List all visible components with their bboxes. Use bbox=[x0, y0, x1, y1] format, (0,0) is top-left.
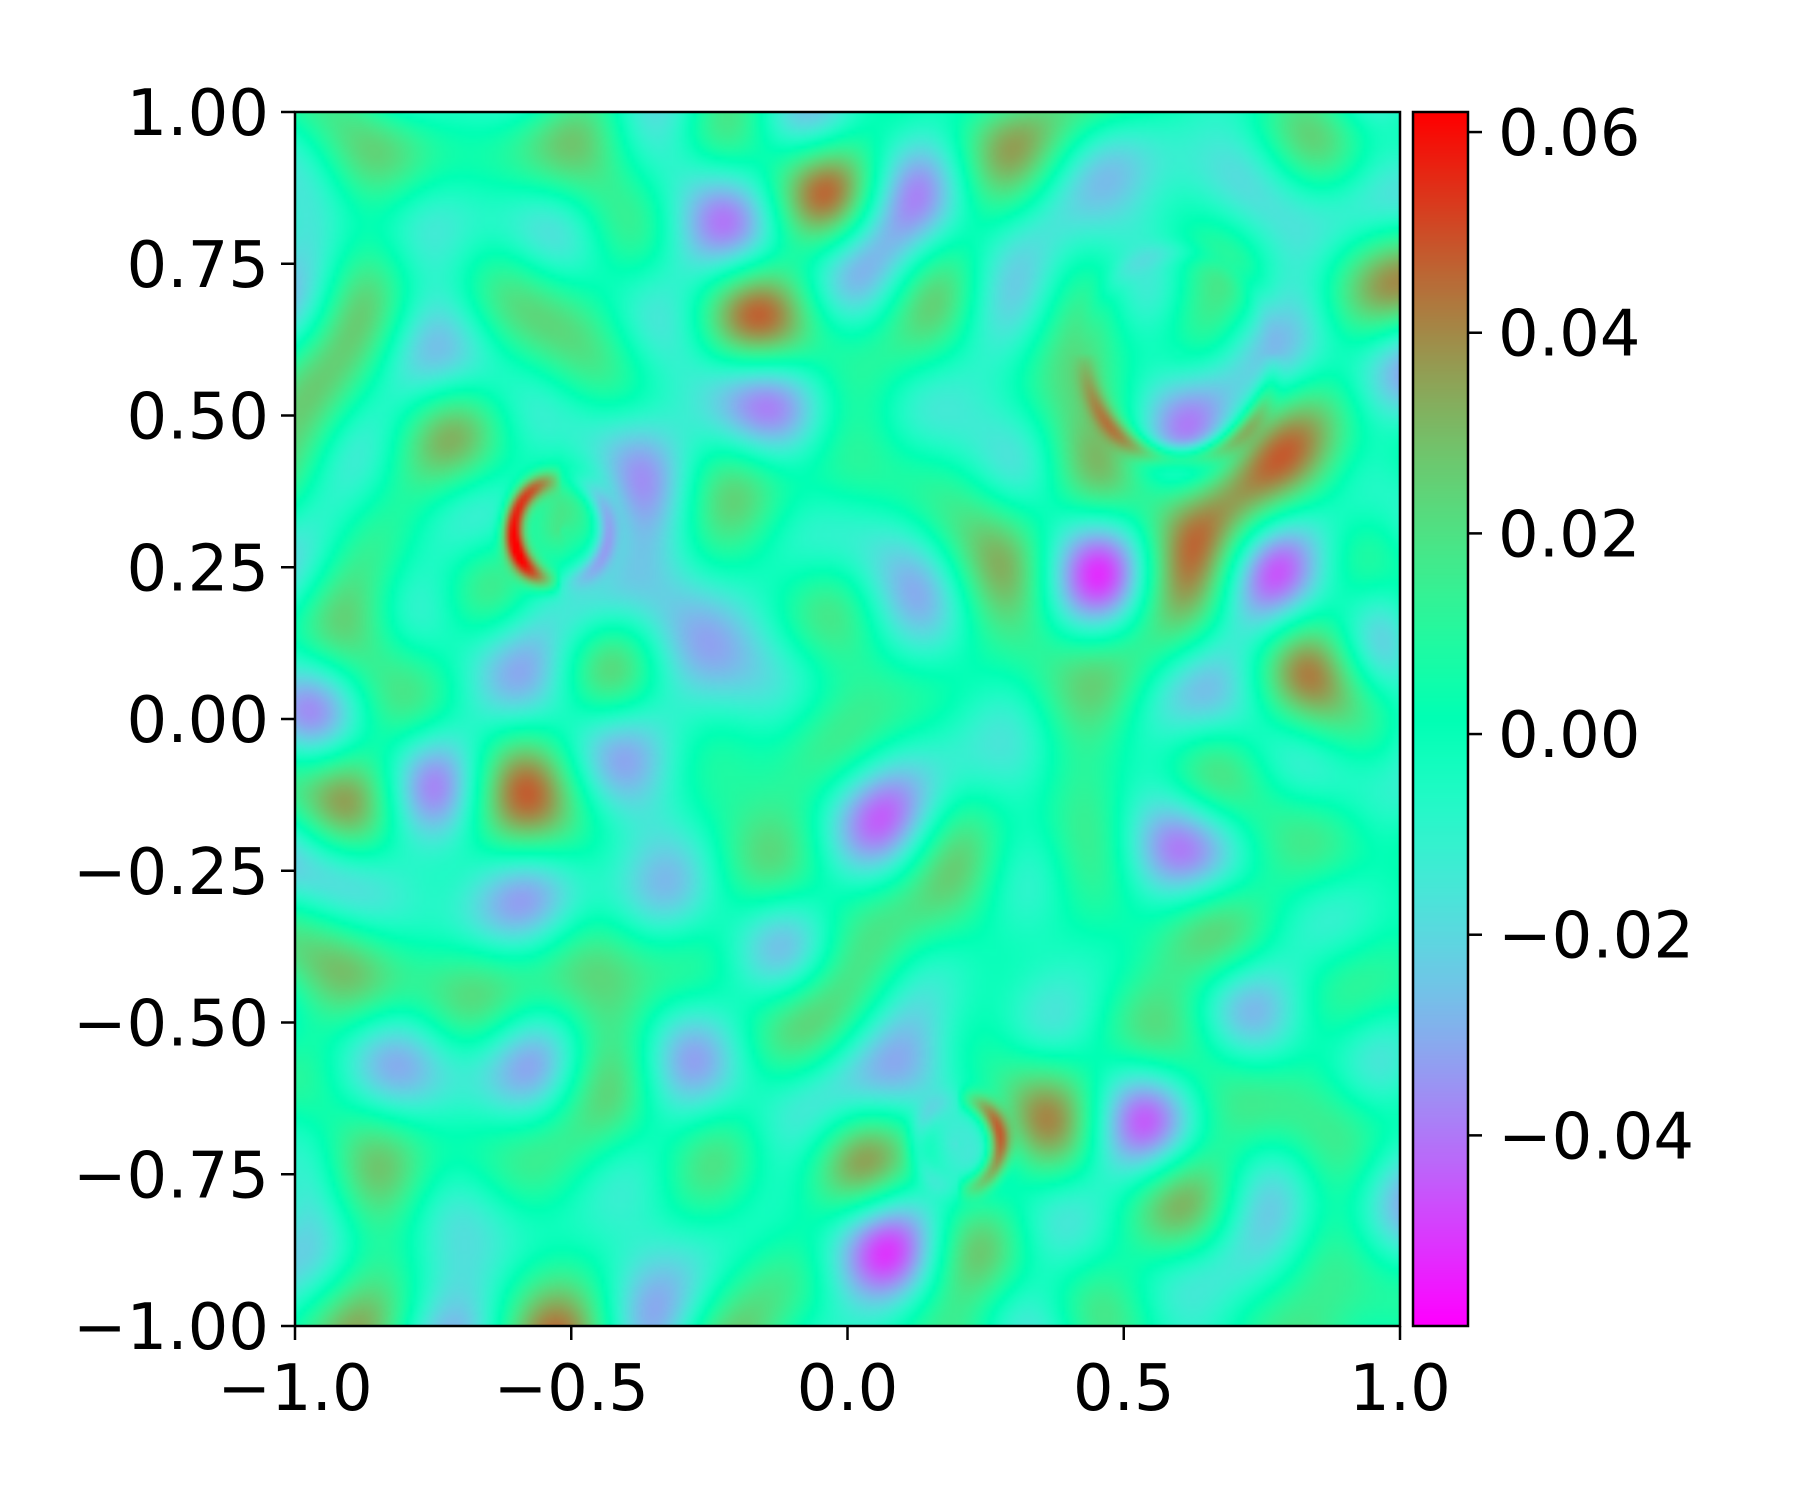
colorbar-frame bbox=[1411, 110, 1470, 1328]
x-tick-label: 0.0 bbox=[797, 1352, 899, 1426]
colorbar-tick-label: 0.02 bbox=[1498, 498, 1641, 572]
y-tick-label: 0.25 bbox=[127, 532, 270, 606]
y-tick-label: −0.75 bbox=[73, 1139, 269, 1213]
x-tick-label: −0.5 bbox=[494, 1352, 649, 1426]
y-tick-label: −1.00 bbox=[73, 1291, 269, 1365]
colorbar-tick-label: 0.00 bbox=[1498, 699, 1641, 773]
x-axis: −1.0 −0.5 0.0 0.5 1.0 bbox=[217, 1326, 1451, 1426]
y-tick-label: 0.50 bbox=[127, 381, 270, 455]
colorbar-tick-label: −0.04 bbox=[1498, 1100, 1694, 1174]
colorbar-tick-label: −0.02 bbox=[1498, 900, 1694, 974]
plot-area bbox=[293, 110, 1402, 1328]
colorbar bbox=[1411, 110, 1470, 1328]
x-tick-label: 1.0 bbox=[1349, 1352, 1451, 1426]
colorbar-gradient bbox=[1413, 112, 1468, 1326]
x-tick-label: 0.5 bbox=[1073, 1352, 1175, 1426]
y-tick-label: 0.75 bbox=[127, 229, 270, 303]
colorbar-axis: 0.06 0.04 0.02 0.00 −0.02 −0.04 bbox=[1468, 97, 1694, 1174]
y-tick-label: 0.00 bbox=[127, 684, 270, 758]
x-tick-label: −1.0 bbox=[217, 1352, 372, 1426]
colorbar-tick-label: 0.06 bbox=[1498, 97, 1641, 171]
colorbar-tick-label: 0.04 bbox=[1498, 298, 1641, 372]
y-tick-label: 1.00 bbox=[127, 77, 270, 151]
y-axis: 1.00 0.75 0.50 0.25 0.00 −0.25 −0.50 −0.75 −1.00 bbox=[73, 77, 295, 1365]
y-tick-label: −0.25 bbox=[73, 836, 269, 910]
y-tick-label: −0.50 bbox=[73, 988, 269, 1062]
heatmap-image bbox=[295, 112, 1400, 1326]
